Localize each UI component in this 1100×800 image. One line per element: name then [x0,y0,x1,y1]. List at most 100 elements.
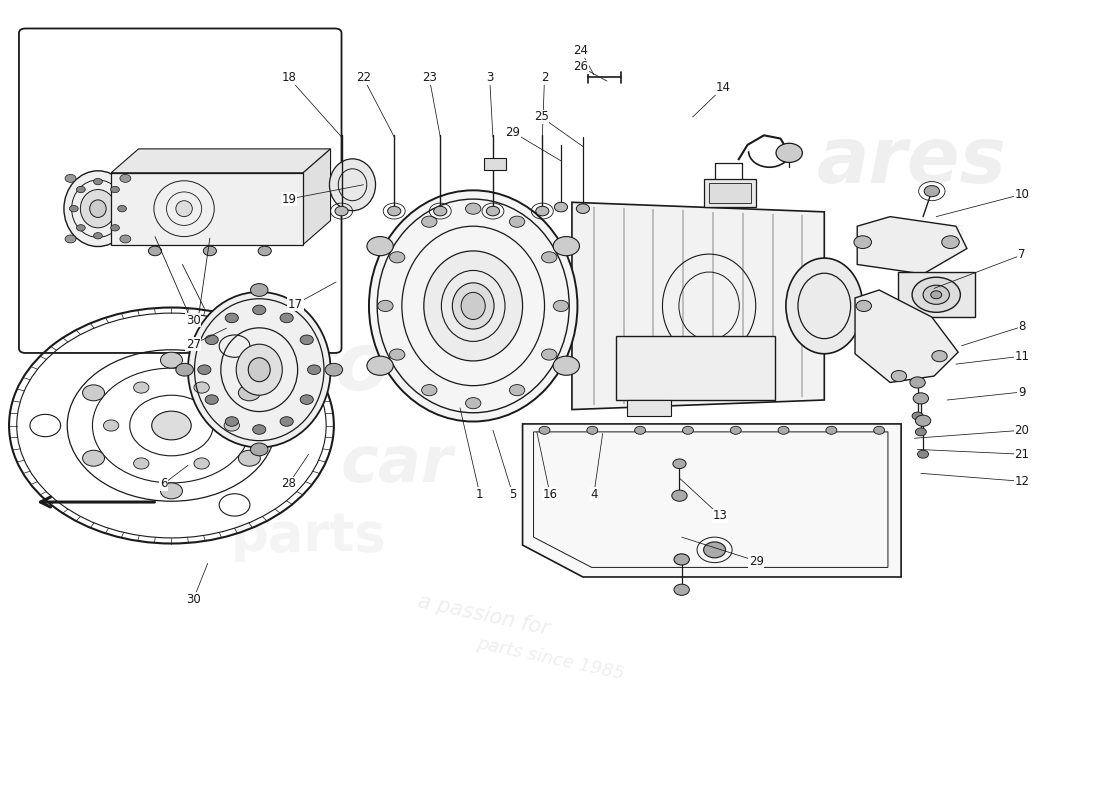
Circle shape [253,425,266,434]
Circle shape [856,300,871,311]
Ellipse shape [452,283,494,329]
Circle shape [176,363,194,376]
Text: 22: 22 [356,71,371,85]
Circle shape [148,246,162,256]
Ellipse shape [236,344,283,395]
Text: 2: 2 [541,71,548,85]
Circle shape [433,206,447,216]
Circle shape [509,216,525,227]
Circle shape [553,300,569,311]
Circle shape [486,206,499,216]
Circle shape [465,203,481,214]
Text: 25: 25 [534,110,549,123]
Polygon shape [522,424,901,577]
Circle shape [204,246,217,256]
Circle shape [891,370,906,382]
Circle shape [586,426,597,434]
Circle shape [94,233,102,239]
Text: 13: 13 [713,509,727,522]
Ellipse shape [249,358,271,382]
Ellipse shape [461,292,485,319]
Circle shape [239,385,261,401]
Circle shape [915,428,926,436]
Circle shape [826,426,837,434]
Ellipse shape [176,201,192,217]
Circle shape [65,235,76,243]
Circle shape [300,395,313,404]
Bar [898,273,975,317]
Circle shape [300,335,313,345]
Polygon shape [572,202,824,410]
Circle shape [912,412,923,420]
Text: 10: 10 [1014,188,1030,201]
Text: 16: 16 [542,487,558,501]
Circle shape [932,350,947,362]
Polygon shape [857,217,967,274]
Ellipse shape [424,251,522,361]
Polygon shape [855,290,958,382]
Circle shape [541,252,557,263]
Circle shape [674,554,690,565]
Text: 19: 19 [282,193,296,206]
Circle shape [205,335,218,345]
Circle shape [205,395,218,404]
Circle shape [334,206,348,216]
Circle shape [111,225,120,231]
Polygon shape [111,149,331,173]
Circle shape [69,206,78,212]
Text: since 1985: since 1985 [881,225,965,240]
Bar [704,179,757,207]
Circle shape [253,305,266,314]
Circle shape [674,584,690,595]
Text: 4: 4 [590,487,597,501]
Circle shape [258,246,272,256]
Circle shape [387,206,400,216]
Text: 3: 3 [486,71,493,85]
Text: 11: 11 [1014,350,1030,362]
Ellipse shape [188,292,331,447]
Circle shape [931,290,942,298]
Circle shape [280,417,294,426]
Bar [484,158,506,170]
Text: 28: 28 [282,478,296,490]
Circle shape [65,174,76,182]
Circle shape [94,178,102,185]
Circle shape [103,420,119,431]
Circle shape [915,415,931,426]
Text: 1: 1 [476,487,484,501]
Text: 29: 29 [749,554,763,567]
Bar [627,400,671,416]
Circle shape [239,450,261,466]
Circle shape [942,236,959,249]
Circle shape [82,450,104,466]
Circle shape [465,398,481,409]
Circle shape [308,365,321,374]
Circle shape [509,385,525,396]
Circle shape [389,252,405,263]
Circle shape [377,300,393,311]
Circle shape [421,385,437,396]
Circle shape [910,377,925,388]
Circle shape [120,174,131,182]
Circle shape [730,426,741,434]
Text: 30: 30 [186,314,201,326]
Circle shape [673,459,686,469]
Circle shape [682,426,693,434]
Circle shape [539,426,550,434]
Circle shape [913,393,928,404]
Ellipse shape [90,200,107,218]
Circle shape [198,365,211,374]
Text: 17: 17 [288,298,302,311]
Text: 6: 6 [160,478,167,490]
Polygon shape [304,149,331,245]
Circle shape [672,490,688,502]
Circle shape [226,313,239,322]
Text: 12: 12 [1014,475,1030,488]
Circle shape [120,235,131,243]
Circle shape [133,458,148,469]
Text: 27: 27 [186,338,201,350]
Bar [710,183,751,203]
Circle shape [912,278,960,312]
FancyBboxPatch shape [19,29,341,353]
Text: 26: 26 [573,60,588,74]
